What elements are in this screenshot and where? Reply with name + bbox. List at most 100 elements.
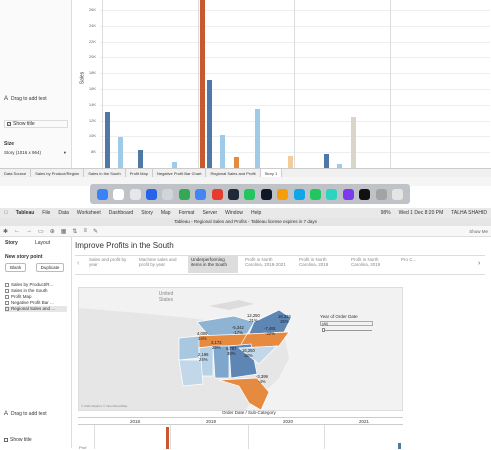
dock-app-icon[interactable]: [375, 188, 387, 200]
sheet-tab[interactable]: Profit Map: [126, 168, 153, 178]
profit-map[interactable]: United States 12,250 31% 18,336 25% -5,342…: [78, 287, 403, 411]
dock-app-icon[interactable]: [293, 188, 305, 200]
menu-data[interactable]: Data: [54, 210, 69, 216]
dock-app-icon[interactable]: [392, 188, 404, 200]
dock: [90, 184, 410, 204]
add-datasource-icon[interactable]: ⊕: [49, 228, 55, 235]
sales-bar[interactable]: [351, 117, 356, 168]
drag-to-add-text[interactable]: A Drag to add text: [4, 411, 47, 417]
map-value-label: 4,009 34%: [197, 331, 208, 341]
tab-layout[interactable]: Layout: [35, 240, 51, 246]
menu-map[interactable]: Map: [157, 210, 171, 216]
bar[interactable]: [166, 427, 169, 449]
sales-bar[interactable]: [234, 157, 239, 168]
dock-app-icon[interactable]: [129, 188, 141, 200]
menu-help[interactable]: Help: [247, 210, 261, 216]
app-menu[interactable]: Tableau: [12, 210, 35, 216]
sales-bar[interactable]: [220, 135, 225, 168]
user-name[interactable]: TALHA SHAHID: [451, 210, 487, 216]
sheet-tab[interactable]: Sales in the South: [84, 168, 126, 178]
apple-icon[interactable]: : [0, 210, 12, 216]
dock-app-icon[interactable]: [178, 188, 190, 200]
menu-server[interactable]: Server: [198, 210, 217, 216]
nav-prev-icon[interactable]: ‹: [77, 260, 80, 267]
clock[interactable]: Wed 1 Dec 8:20 PM: [398, 210, 444, 216]
battery-status[interactable]: 98%: [380, 210, 391, 216]
blank-button[interactable]: Blank: [5, 263, 27, 272]
story-point[interactable]: Profit in North Carolina, 2018: [299, 257, 329, 267]
menu-story[interactable]: Story: [137, 210, 153, 216]
dock-app-icon[interactable]: [162, 188, 174, 200]
story-point[interactable]: Underperforming items in the South: [188, 255, 238, 273]
sheet-tab[interactable]: Sales by Product/Region: [31, 168, 85, 178]
menu-file[interactable]: File: [38, 210, 50, 216]
redo-icon[interactable]: →: [26, 228, 33, 234]
sheet-item[interactable]: Sales by Product/R...: [5, 282, 67, 288]
sheet-tabs: Data Source Sales by Product/Region Sales …: [0, 168, 491, 178]
tab-story[interactable]: Story: [5, 240, 18, 246]
menu-format[interactable]: Format: [174, 210, 195, 216]
story-point[interactable]: Pro C...: [401, 257, 417, 262]
dock-app-icon[interactable]: [195, 188, 207, 200]
sheet-item[interactable]: Sales in the South: [5, 288, 67, 294]
dock-app-icon[interactable]: [342, 188, 354, 200]
dock-app-icon[interactable]: [309, 188, 321, 200]
sales-bar[interactable]: [337, 164, 342, 168]
map-value-label: 18,336 25%: [278, 314, 291, 324]
story-panel: Story Layout New story point Blank Dupli…: [0, 237, 72, 448]
menu-window[interactable]: Window: [221, 210, 243, 216]
year-filter-slider[interactable]: [322, 330, 372, 331]
dock-app-icon[interactable]: [145, 188, 157, 200]
story-point[interactable]: Profit in North Carolina, 2018-2021: [245, 257, 286, 267]
story-point[interactable]: Sales and profit by year: [89, 257, 127, 267]
state-south-carolina: [238, 345, 278, 365]
sheet-list: Sales by Product/R... Sales in the South…: [5, 282, 67, 312]
dock-app-icon[interactable]: [359, 188, 371, 200]
sales-bar[interactable]: [118, 137, 123, 168]
bar[interactable]: [398, 443, 401, 449]
new-sheet-icon[interactable]: ▦: [60, 228, 67, 235]
sales-bar[interactable]: [288, 156, 293, 168]
sheet-tab[interactable]: Regional Sales and Profit: [206, 168, 261, 178]
drag-to-add-text[interactable]: A Drag to add text: [4, 96, 47, 102]
sales-bar[interactable]: [138, 150, 143, 168]
dock-app-icon[interactable]: [277, 188, 289, 200]
undo-icon[interactable]: ←: [14, 228, 21, 234]
slider-handle[interactable]: [322, 328, 325, 332]
dock-app-icon[interactable]: [96, 188, 108, 200]
sheet-tab[interactable]: Data Source: [0, 168, 32, 178]
sheet-item[interactable]: Regional Sales and ...: [5, 306, 67, 312]
year-filter-input[interactable]: (All): [320, 321, 373, 326]
dock-app-icon[interactable]: [244, 188, 256, 200]
menu-worksheet[interactable]: Worksheet: [73, 210, 101, 216]
sales-bar[interactable]: [207, 80, 212, 168]
story-point[interactable]: Profit in North Carolina, 2019: [351, 257, 381, 267]
sales-bar[interactable]: [172, 162, 177, 168]
save-icon[interactable]: ▭: [38, 228, 44, 235]
dock-app-icon[interactable]: [326, 188, 338, 200]
sales-bar[interactable]: [105, 112, 110, 168]
sheet-item[interactable]: Profit Map: [5, 294, 67, 300]
sales-bar[interactable]: [200, 0, 205, 168]
sort-icon[interactable]: ≡: [83, 228, 87, 234]
nav-next-icon[interactable]: ›: [478, 260, 481, 267]
sheet-item[interactable]: Negative Profit Bar ...: [5, 300, 67, 306]
sales-bar[interactable]: [255, 109, 260, 168]
highlight-icon[interactable]: ✎: [92, 228, 98, 235]
show-title-checkbox[interactable]: Show title: [4, 437, 32, 443]
dock-app-icon[interactable]: [113, 188, 125, 200]
dock-app-icon[interactable]: [260, 188, 272, 200]
tableau-logo-icon[interactable]: ✱: [3, 228, 9, 235]
show-title-checkbox[interactable]: ✓ Show title: [4, 120, 68, 128]
menu-dashboard[interactable]: Dashboard: [104, 210, 133, 216]
duplicate-button[interactable]: Duplicate: [35, 263, 65, 272]
story-point[interactable]: Machine sales and profit by year: [139, 257, 177, 267]
sheet-tab[interactable]: Negative Profit Bar Chart: [153, 168, 207, 178]
size-select[interactable]: Story (1016 x 964) ▾: [4, 150, 66, 155]
swap-icon[interactable]: ⇅: [72, 228, 78, 235]
sales-bar[interactable]: [324, 154, 329, 168]
dock-app-icon[interactable]: [211, 188, 223, 200]
sheet-tab[interactable]: Story 1: [260, 168, 283, 178]
dock-app-icon[interactable]: [227, 188, 239, 200]
show-me-button[interactable]: Show Me: [469, 228, 488, 234]
